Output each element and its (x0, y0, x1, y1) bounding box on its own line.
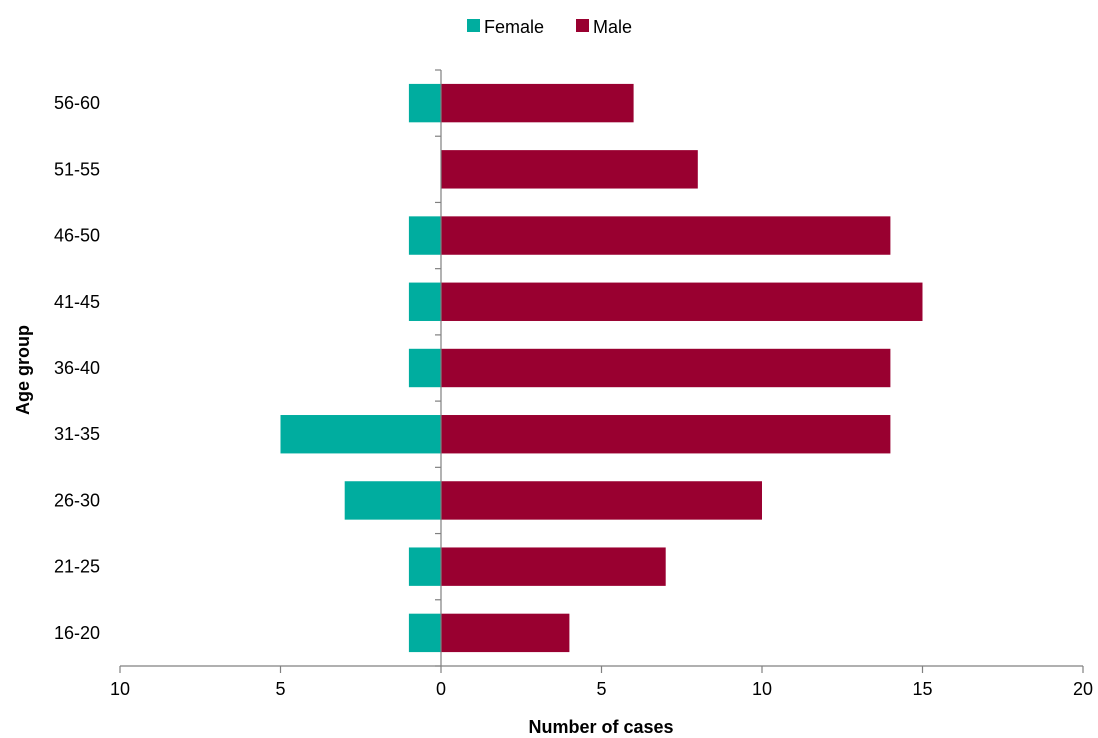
bar-female-31-35 (280, 415, 441, 454)
bar-female-56-60 (408, 83, 441, 123)
bar-male-56-60 (441, 83, 634, 123)
bar-male-31-35 (441, 415, 891, 454)
y-tick-label: 56-60 (54, 93, 100, 113)
legend-swatch-female (467, 19, 480, 32)
bar-female-16-20 (408, 613, 441, 653)
bar-female-41-45 (408, 282, 441, 321)
bar-female-36-40 (408, 348, 441, 388)
y-tick-label: 31-35 (54, 424, 100, 444)
y-tick-label: 41-45 (54, 292, 100, 312)
x-axis-title: Number of cases (528, 717, 673, 737)
bar-female-21-25 (408, 547, 441, 586)
bar-female-46-50 (408, 216, 441, 255)
y-tick-label: 46-50 (54, 226, 100, 246)
bars-layer (280, 83, 923, 653)
x-tick-label: 10 (752, 679, 772, 699)
x-tick-label: 5 (275, 679, 285, 699)
legend-label-female: Female (484, 17, 544, 37)
bar-male-16-20 (441, 613, 570, 653)
y-tick-label: 36-40 (54, 358, 100, 378)
y-tick-label: 26-30 (54, 490, 100, 510)
legend-label-male: Male (593, 17, 632, 37)
bar-male-51-55 (441, 150, 698, 189)
bar-male-26-30 (441, 481, 762, 520)
y-tick-label: 21-25 (54, 557, 100, 577)
bar-female-26-30 (344, 481, 441, 520)
x-tick-label: 5 (596, 679, 606, 699)
bar-male-36-40 (441, 348, 891, 388)
bar-male-21-25 (441, 547, 666, 586)
legend-swatch-male (576, 19, 589, 32)
x-tick-label: 0 (436, 679, 446, 699)
y-axis-title: Age group (13, 325, 33, 415)
x-tick-label: 15 (912, 679, 932, 699)
bar-male-41-45 (441, 282, 923, 321)
x-tick-label: 10 (110, 679, 130, 699)
legend: Female Male (467, 17, 632, 37)
tick-labels-layer: 10 5 0 5 10 15 20 16-20 21-25 26-30 31-35 36-40 41-4… (54, 93, 1093, 699)
bar-male-46-50 (441, 216, 891, 255)
y-tick-label: 16-20 (54, 623, 100, 643)
y-tick-label: 51-55 (54, 159, 100, 179)
axes-layer (119, 69, 1084, 673)
x-tick-label: 20 (1073, 679, 1093, 699)
